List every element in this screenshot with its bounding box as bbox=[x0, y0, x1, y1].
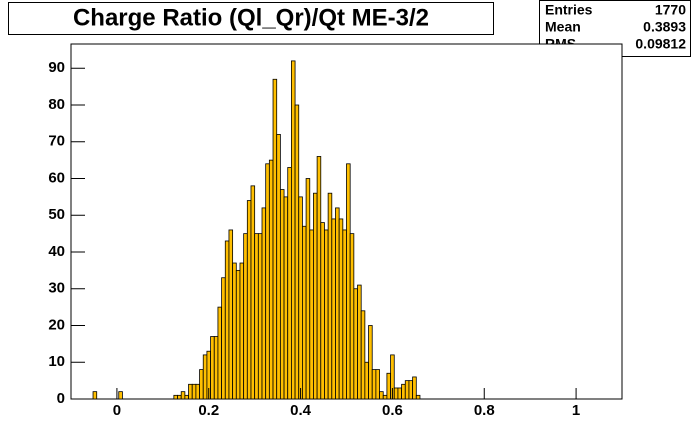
bar bbox=[276, 134, 281, 400]
y-tick-label: 50 bbox=[48, 206, 65, 223]
bar bbox=[324, 229, 329, 400]
bar bbox=[379, 391, 384, 400]
bar bbox=[313, 192, 318, 400]
bar bbox=[224, 240, 230, 400]
bar bbox=[195, 383, 200, 400]
bar bbox=[191, 383, 197, 400]
bar bbox=[393, 387, 399, 400]
bar bbox=[408, 380, 414, 400]
bar bbox=[349, 233, 355, 400]
bar bbox=[298, 196, 303, 400]
bar bbox=[327, 192, 333, 400]
bar bbox=[371, 369, 377, 400]
y-tick-label: 70 bbox=[48, 133, 65, 150]
x-tick-label: 0.8 bbox=[474, 402, 495, 419]
bar bbox=[173, 394, 178, 400]
bar bbox=[213, 336, 219, 400]
bar bbox=[375, 369, 380, 400]
bar bbox=[316, 156, 322, 400]
bar bbox=[221, 277, 226, 400]
bar bbox=[302, 225, 307, 400]
bar bbox=[415, 394, 421, 400]
stats-value: 0.09812 bbox=[635, 36, 686, 52]
bar bbox=[353, 288, 358, 400]
bar bbox=[346, 163, 351, 400]
bar bbox=[177, 394, 182, 400]
y-tick-label: 90 bbox=[48, 59, 65, 76]
bar bbox=[235, 269, 241, 400]
bar bbox=[342, 229, 347, 400]
stats-label: Mean bbox=[545, 19, 581, 35]
bar bbox=[382, 394, 388, 400]
bar bbox=[309, 229, 314, 400]
bar bbox=[232, 262, 237, 400]
x-tick-label: 0.6 bbox=[382, 402, 403, 419]
bar bbox=[92, 391, 98, 400]
bar bbox=[364, 361, 369, 400]
y-tick-label: 10 bbox=[48, 353, 65, 370]
bar bbox=[335, 207, 340, 400]
x-tick-label: 0.4 bbox=[290, 402, 312, 419]
bar bbox=[360, 310, 366, 400]
bar bbox=[331, 218, 336, 400]
bar bbox=[287, 167, 292, 400]
bar bbox=[386, 372, 391, 400]
bar bbox=[265, 163, 270, 400]
x-tick-label: 0 bbox=[113, 402, 121, 419]
bar bbox=[357, 284, 362, 400]
bar bbox=[118, 391, 123, 400]
bar bbox=[279, 189, 285, 400]
bar bbox=[246, 200, 252, 400]
bar bbox=[368, 325, 373, 400]
bar bbox=[217, 306, 223, 400]
bar bbox=[290, 60, 296, 400]
bar bbox=[272, 78, 278, 400]
bar bbox=[261, 207, 267, 400]
bar bbox=[228, 229, 234, 400]
y-tick-label: 20 bbox=[48, 316, 65, 333]
bar bbox=[320, 222, 325, 400]
y-tick-label: 30 bbox=[48, 280, 65, 297]
stats-label: Entries bbox=[545, 2, 593, 18]
bar bbox=[202, 354, 208, 400]
y-tick-label: 60 bbox=[48, 169, 65, 186]
bar bbox=[305, 178, 311, 400]
bar bbox=[180, 391, 186, 400]
y-tick-label: 80 bbox=[48, 96, 65, 113]
bar bbox=[257, 233, 263, 400]
chart-title: Charge Ratio (Ql_Qr)/Qt ME-3/2 bbox=[73, 4, 429, 31]
x-tick-label: 0.2 bbox=[198, 402, 219, 419]
bar bbox=[184, 394, 189, 400]
y-tick-label: 40 bbox=[48, 243, 65, 260]
stats-value: 0.3893 bbox=[643, 19, 686, 35]
bar bbox=[412, 376, 417, 400]
stats-value: 1770 bbox=[655, 2, 686, 18]
y-tick-label: 0 bbox=[57, 390, 65, 407]
bar bbox=[401, 383, 406, 400]
bar bbox=[283, 196, 289, 400]
x-tick-label: 1 bbox=[572, 402, 580, 419]
bar bbox=[268, 159, 274, 400]
bar bbox=[239, 262, 245, 400]
bar bbox=[404, 380, 410, 400]
bar bbox=[397, 387, 402, 400]
bar bbox=[294, 104, 300, 400]
title-box bbox=[8, 2, 494, 35]
bar bbox=[199, 369, 204, 400]
bar bbox=[210, 336, 215, 400]
bar bbox=[250, 185, 256, 400]
bar bbox=[188, 383, 193, 400]
bar bbox=[243, 233, 248, 400]
bar bbox=[254, 233, 259, 400]
bar bbox=[338, 218, 344, 400]
